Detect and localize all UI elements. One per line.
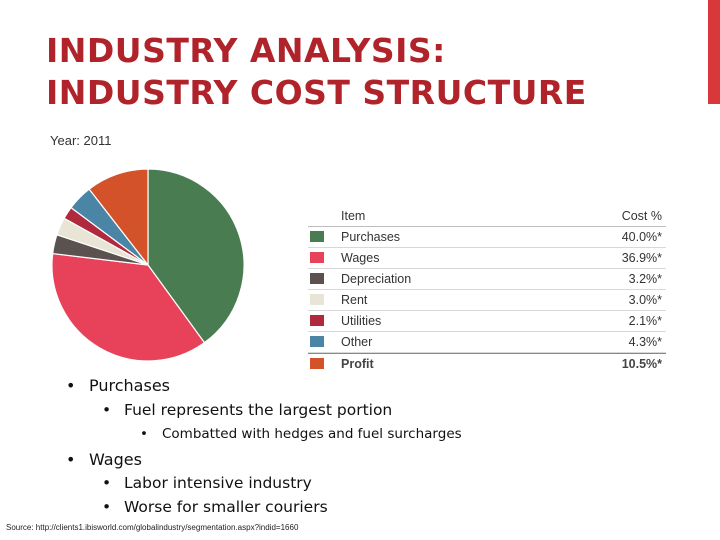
legend-item-cost: 3.0%*: [628, 293, 662, 307]
accent-bar: [708, 0, 720, 104]
legend-table: Item Cost % Purchases 40.0%* Wages 36.9%* De…: [308, 206, 666, 374]
legend-header-item: Item: [341, 209, 366, 223]
bullet-item-level-2: • Labor intensive industry: [102, 474, 312, 492]
legend-swatch: [310, 315, 324, 326]
chart-title: Year: 2011: [50, 133, 112, 148]
legend-row-purchases: Purchases 40.0%*: [308, 227, 666, 248]
pie-slice-wages: [51, 252, 206, 362]
legend-item-label: Utilities: [341, 314, 382, 328]
title-line-1: INDUSTRY ANALYSIS:: [46, 31, 446, 70]
title-line-2: INDUSTRY COST STRUCTURE: [46, 73, 587, 112]
legend-swatch: [310, 252, 324, 263]
bullet-text: Labor intensive industry: [124, 474, 312, 492]
legend-rows: Purchases 40.0%* Wages 36.9%* Depreciation 3.…: [308, 227, 666, 374]
bullet-item-level-3: • Combatted with hedges and fuel surcharg…: [140, 426, 462, 442]
legend-header-cost: Cost %: [621, 209, 662, 223]
bullet-glyph: •: [102, 498, 112, 516]
legend-swatch: [310, 358, 324, 369]
bullet-glyph: •: [102, 401, 112, 419]
legend-item-label: Purchases: [341, 230, 401, 244]
legend-item-cost: 3.2%*: [628, 272, 662, 286]
legend-item-cost: 36.9%*: [621, 251, 662, 265]
legend-swatch: [310, 231, 324, 242]
bullet-item-level-1: • Wages: [66, 450, 142, 469]
bullet-glyph: •: [140, 426, 148, 442]
legend-item-label: Profit: [341, 357, 374, 371]
legend-item-label: Rent: [341, 293, 368, 307]
legend-row-profit: Profit 10.5%*: [308, 353, 666, 374]
legend-item-label: Other: [341, 335, 373, 349]
slide-title: INDUSTRY ANALYSIS: INDUSTRY COST STRUCTU…: [46, 30, 696, 114]
legend-row-utilities: Utilities 2.1%*: [308, 311, 666, 332]
legend-item-cost: 2.1%*: [628, 314, 662, 328]
legend-row-other: Other 4.3%*: [308, 332, 666, 353]
bullet-text: Combatted with hedges and fuel surcharge…: [162, 426, 462, 442]
pie-slice-purchases: [147, 168, 245, 344]
legend-header: Item Cost %: [308, 206, 666, 227]
bullet-text: Worse for smaller couriers: [124, 498, 328, 516]
legend-swatch: [310, 294, 324, 305]
legend-swatch: [310, 336, 324, 347]
source-citation: Source: http://clients1.ibisworld.com/gl…: [6, 523, 299, 532]
legend-item-cost: 4.3%*: [628, 335, 662, 349]
bullet-text: Purchases: [89, 376, 170, 395]
bullet-glyph: •: [66, 376, 76, 395]
legend-item-label: Depreciation: [341, 272, 412, 286]
legend-row-rent: Rent 3.0%*: [308, 290, 666, 311]
legend-item-label: Wages: [341, 251, 380, 265]
bullet-glyph: •: [66, 450, 76, 469]
bullet-item-level-1: • Purchases: [66, 376, 170, 395]
bullet-item-level-2: • Worse for smaller couriers: [102, 498, 328, 516]
legend-swatch: [310, 273, 324, 284]
pie-slice-profit: [88, 168, 149, 267]
legend-row-wages: Wages 36.9%*: [308, 248, 666, 269]
legend-row-depreciation: Depreciation 3.2%*: [308, 269, 666, 290]
legend-item-cost: 10.5%*: [621, 357, 662, 371]
bullet-text: Wages: [89, 450, 142, 469]
bullet-glyph: •: [102, 474, 112, 492]
legend-item-cost: 40.0%*: [621, 230, 662, 244]
bullet-text: Fuel represents the largest portion: [124, 401, 393, 419]
bullet-item-level-2: • Fuel represents the largest portion: [102, 401, 392, 419]
